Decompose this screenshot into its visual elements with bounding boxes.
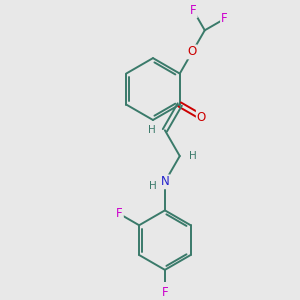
Text: F: F xyxy=(162,286,168,299)
Text: N: N xyxy=(160,175,169,188)
Text: F: F xyxy=(116,207,123,220)
Text: F: F xyxy=(221,13,228,26)
Text: O: O xyxy=(197,110,206,124)
Text: F: F xyxy=(190,4,197,17)
Text: H: H xyxy=(189,151,197,161)
Text: H: H xyxy=(148,125,156,135)
Text: H: H xyxy=(149,181,157,191)
Text: O: O xyxy=(188,45,197,58)
